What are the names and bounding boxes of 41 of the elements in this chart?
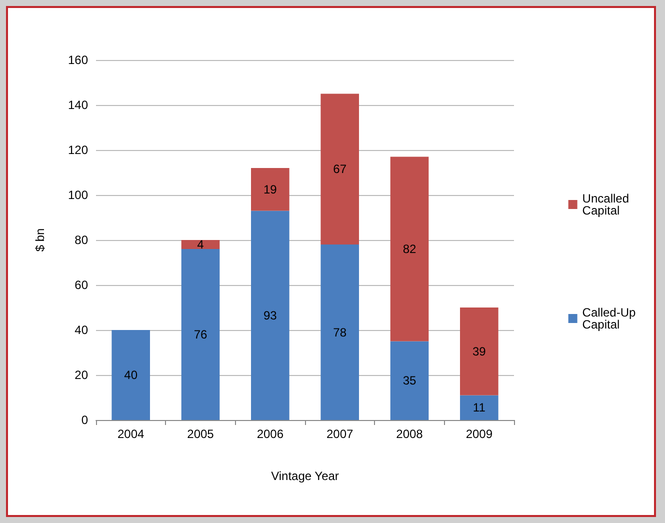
data-label: 35 — [402, 374, 416, 388]
x-axis-title: Vintage Year — [271, 469, 339, 483]
bar — [251, 210, 290, 420]
legend-label: Called-Up Capital — [582, 306, 640, 332]
y-tick-label: 140 — [68, 98, 88, 112]
bar — [460, 308, 498, 396]
y-tick-label: 0 — [81, 413, 88, 427]
bar — [390, 341, 429, 420]
y-tick-label: 80 — [74, 233, 88, 247]
y-tick-label: 100 — [68, 188, 88, 202]
x-tick-label: 2005 — [187, 427, 214, 441]
bar — [320, 94, 359, 244]
legend-label: Uncalled Capital — [582, 192, 632, 218]
bar — [181, 240, 220, 249]
x-tick-label: 2007 — [326, 427, 354, 441]
y-tick-label: 20 — [74, 368, 88, 382]
y-tick-label: 120 — [68, 143, 88, 157]
x-tick-label: 2009 — [466, 427, 493, 441]
bar — [112, 330, 150, 420]
x-tick-label: 2006 — [256, 427, 284, 441]
bar — [181, 249, 220, 420]
data-label: 76 — [194, 328, 208, 342]
x-tick-label: 2004 — [117, 427, 145, 441]
data-label: 82 — [402, 242, 416, 256]
data-label: 11 — [472, 400, 486, 415]
data-label: 78 — [333, 325, 347, 340]
x-tick-label: 2008 — [396, 427, 424, 441]
data-label: 4 — [197, 238, 204, 252]
bar — [460, 395, 498, 420]
data-label: 67 — [333, 162, 347, 176]
data-label: 19 — [263, 182, 278, 196]
bar — [251, 168, 290, 211]
y-tick-label: 60 — [74, 278, 88, 292]
y-tick-label: 160 — [68, 53, 88, 67]
bar — [390, 156, 429, 342]
data-label: 93 — [263, 308, 278, 322]
data-label: 39 — [472, 344, 486, 358]
y-tick-label: 40 — [74, 323, 88, 337]
y-axis-title: $ bn — [33, 228, 47, 252]
bar — [320, 244, 359, 420]
data-label: 40 — [124, 368, 138, 382]
